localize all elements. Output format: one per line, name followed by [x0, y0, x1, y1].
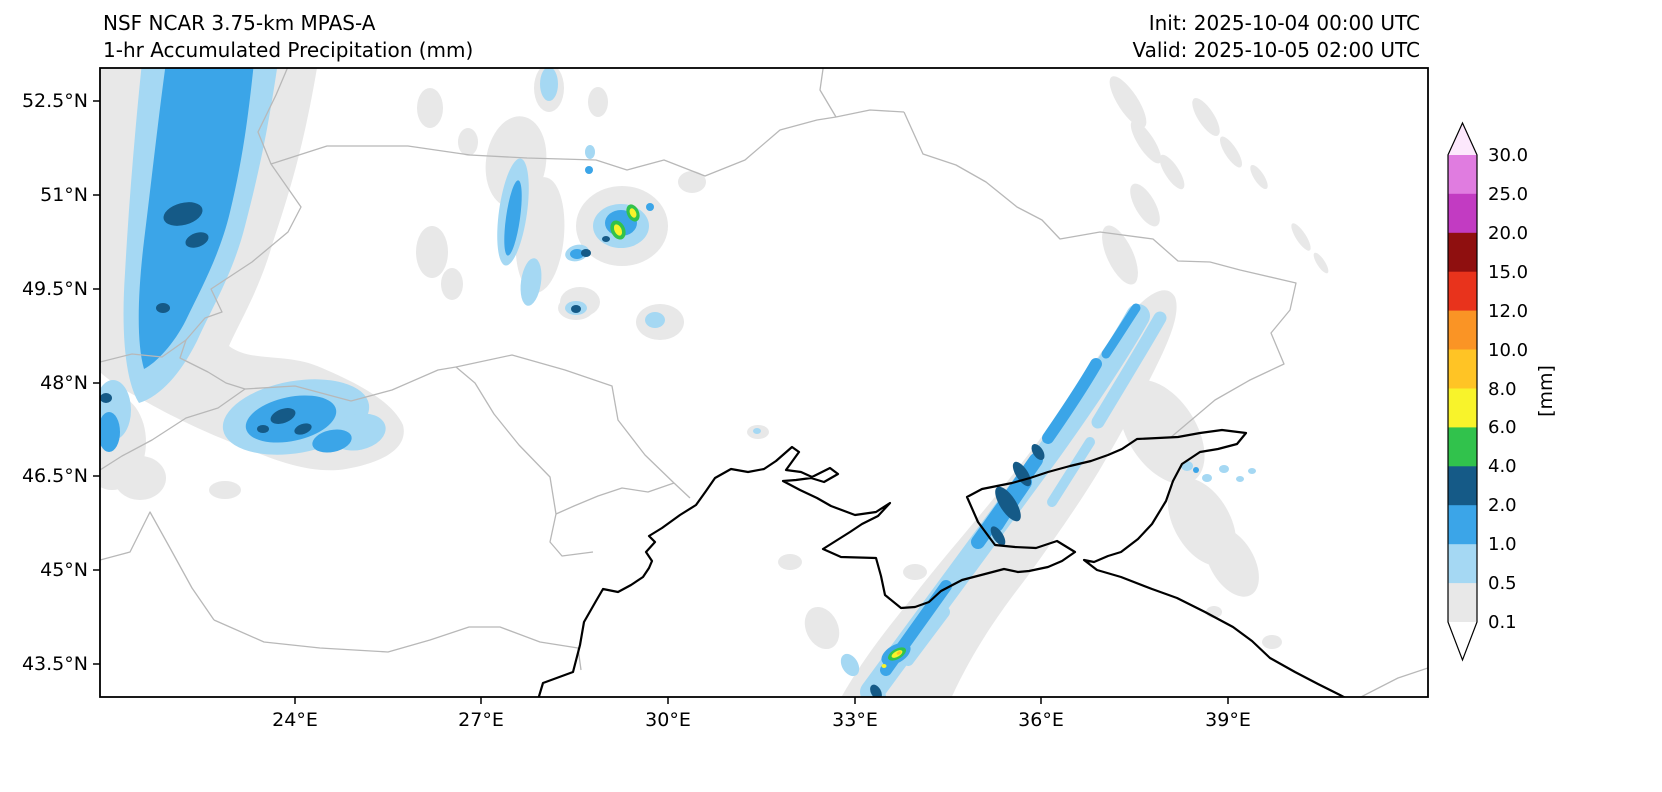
colorbar-segment-0.1-0.5: [1448, 583, 1477, 622]
country-borders: [100, 68, 1428, 697]
colorbar-tick: 0.1: [1488, 612, 1517, 633]
colorbar-tick: 15.0: [1488, 262, 1528, 283]
axis-tick-marks: [93, 100, 1229, 704]
product-title: 1-hr Accumulated Precipitation (mm): [103, 38, 473, 62]
x-tick-label: 36°E: [1018, 709, 1064, 731]
precip-layer-8mm: [896, 651, 902, 655]
y-tick-label: 51°N: [40, 184, 88, 206]
colorbar-under-arrow: [1448, 622, 1477, 660]
colorbar-segment-15-20: [1448, 232, 1477, 273]
colorbar-tick: 6.0: [1488, 417, 1517, 438]
colorbar-tick: 0.5: [1488, 573, 1517, 594]
colorbar-tick: 30.0: [1488, 145, 1528, 166]
x-tick-label: 33°E: [832, 709, 878, 731]
colorbar-segment-6-8: [1448, 388, 1477, 429]
colorbar-over-arrow: [1448, 123, 1477, 155]
colorbar: [1447, 121, 1478, 662]
init-time-label: Init: 2025-10-04 00:00 UTC: [1149, 11, 1420, 35]
colorbar-segment-25-30: [1448, 154, 1477, 195]
y-tick-label: 46.5°N: [22, 465, 88, 487]
y-tick-label: 48°N: [40, 372, 88, 394]
y-axis-labels: 52.5°N 51°N 49.5°N 48°N 46.5°N 45°N 43.5…: [22, 90, 88, 675]
x-tick-label: 39°E: [1205, 709, 1251, 731]
colorbar-segment-4-6: [1448, 427, 1477, 467]
precip-streaks-1mm: [880, 303, 1141, 676]
model-title: NSF NCAR 3.75-km MPAS-A: [103, 11, 376, 35]
colorbar-segment-20-25: [1448, 193, 1477, 234]
y-tick-label: 45°N: [40, 559, 88, 581]
colorbar-tick: 10.0: [1488, 340, 1528, 361]
colorbar-tick: 2.0: [1488, 495, 1517, 516]
colorbar-tick: 4.0: [1488, 456, 1517, 477]
valid-time-label: Valid: 2025-10-05 02:00 UTC: [1132, 38, 1420, 62]
x-tick-label: 27°E: [458, 709, 504, 731]
colorbar-tick: 20.0: [1488, 223, 1528, 244]
y-tick-label: 49.5°N: [22, 278, 88, 300]
colorbar-segment-2-4: [1448, 466, 1477, 506]
colorbar-segment-12-15: [1448, 271, 1477, 312]
coastline: [537, 428, 1347, 697]
colorbar-tick: 8.0: [1488, 379, 1517, 400]
x-tick-label: 24°E: [272, 709, 318, 731]
colorbar-unit-label: [mm]: [1535, 365, 1557, 417]
colorbar-outline: [1447, 121, 1478, 662]
x-tick-label: 30°E: [645, 709, 691, 731]
colorbar-segment-10-12: [1448, 310, 1477, 351]
y-tick-label: 43.5°N: [22, 653, 88, 675]
y-tick-label: 52.5°N: [22, 90, 88, 112]
precip-layer-0p1mm: [100, 68, 1329, 697]
colorbar-segment-8-10: [1448, 349, 1477, 390]
colorbar-segment-0.5-1: [1448, 544, 1477, 584]
colorbar-tick-labels: 30.0 25.0 20.0 15.0 12.0 10.0 8.0 6.0 4.…: [1488, 145, 1528, 633]
colorbar-tick: 12.0: [1488, 301, 1528, 322]
x-axis-labels: 24°E 27°E 30°E 33°E 36°E 39°E: [272, 709, 1251, 731]
map-panel: [100, 68, 1428, 697]
colorbar-tick: 25.0: [1488, 184, 1528, 205]
colorbar-segment-1-2: [1448, 505, 1477, 545]
colorbar-tick: 1.0: [1488, 534, 1517, 555]
